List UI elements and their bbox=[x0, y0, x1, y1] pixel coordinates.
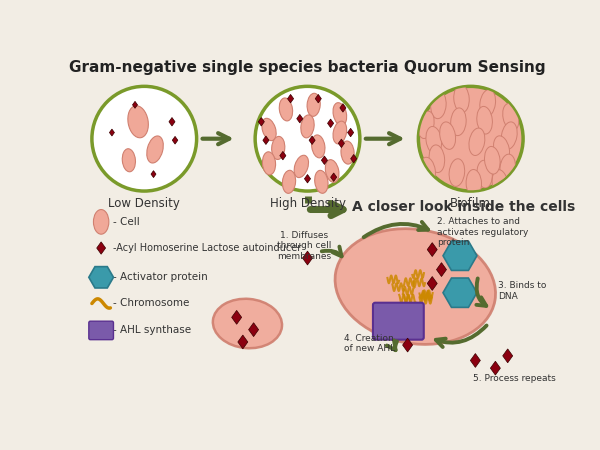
Ellipse shape bbox=[429, 145, 445, 172]
Ellipse shape bbox=[485, 146, 500, 174]
Ellipse shape bbox=[311, 135, 325, 158]
Polygon shape bbox=[309, 136, 315, 144]
Ellipse shape bbox=[147, 136, 163, 163]
Polygon shape bbox=[403, 338, 413, 352]
Text: 2. Attaches to and
activates regulatory
protein: 2. Attaches to and activates regulatory … bbox=[437, 217, 528, 247]
Text: A closer look inside the cells: A closer look inside the cells bbox=[352, 200, 575, 214]
Ellipse shape bbox=[426, 126, 442, 154]
Ellipse shape bbox=[307, 93, 320, 117]
Ellipse shape bbox=[454, 85, 469, 112]
Text: 4. Creation
of new AHL: 4. Creation of new AHL bbox=[344, 334, 395, 353]
Polygon shape bbox=[347, 128, 353, 137]
Polygon shape bbox=[248, 323, 259, 337]
Ellipse shape bbox=[466, 170, 482, 197]
Ellipse shape bbox=[294, 155, 308, 178]
Polygon shape bbox=[287, 94, 293, 103]
Polygon shape bbox=[97, 242, 106, 254]
Polygon shape bbox=[133, 101, 137, 108]
Text: 3. Binds to
DNA: 3. Binds to DNA bbox=[499, 281, 547, 301]
Ellipse shape bbox=[272, 136, 285, 159]
Ellipse shape bbox=[500, 154, 515, 182]
Polygon shape bbox=[302, 251, 313, 265]
Text: Low Density: Low Density bbox=[109, 197, 180, 210]
Ellipse shape bbox=[477, 106, 493, 134]
Polygon shape bbox=[89, 267, 113, 288]
Polygon shape bbox=[427, 243, 437, 256]
Ellipse shape bbox=[501, 122, 517, 149]
Ellipse shape bbox=[469, 128, 485, 156]
Ellipse shape bbox=[128, 106, 148, 138]
Text: Biofilm: Biofilm bbox=[450, 197, 491, 210]
Polygon shape bbox=[340, 104, 346, 112]
Polygon shape bbox=[503, 349, 512, 363]
Polygon shape bbox=[338, 139, 344, 148]
FancyBboxPatch shape bbox=[373, 303, 424, 340]
Text: - AHL synthase: - AHL synthase bbox=[113, 324, 191, 335]
Polygon shape bbox=[490, 361, 500, 375]
Polygon shape bbox=[304, 175, 311, 183]
Ellipse shape bbox=[420, 157, 436, 185]
Ellipse shape bbox=[213, 299, 282, 348]
Ellipse shape bbox=[451, 108, 466, 135]
Polygon shape bbox=[315, 94, 322, 103]
Text: High Density: High Density bbox=[269, 197, 346, 210]
Ellipse shape bbox=[333, 121, 347, 144]
Text: -Acyl Homoserine Lactose autoinducer: -Acyl Homoserine Lactose autoinducer bbox=[113, 243, 302, 253]
Polygon shape bbox=[470, 354, 481, 367]
Ellipse shape bbox=[335, 229, 496, 344]
Ellipse shape bbox=[283, 170, 296, 194]
Ellipse shape bbox=[262, 152, 275, 175]
Ellipse shape bbox=[477, 160, 493, 188]
Ellipse shape bbox=[262, 118, 276, 141]
Text: Gram-negative single species bacteria Quorum Sensing: Gram-negative single species bacteria Qu… bbox=[69, 60, 546, 75]
Polygon shape bbox=[443, 278, 477, 307]
Polygon shape bbox=[109, 129, 115, 136]
Ellipse shape bbox=[301, 115, 314, 138]
Ellipse shape bbox=[314, 171, 328, 194]
Ellipse shape bbox=[94, 210, 109, 234]
Polygon shape bbox=[297, 114, 303, 123]
Circle shape bbox=[255, 86, 360, 191]
Polygon shape bbox=[280, 151, 286, 160]
Polygon shape bbox=[322, 156, 328, 165]
Text: 1. Diffuses
through cell
membranes: 1. Diffuses through cell membranes bbox=[277, 231, 332, 261]
Ellipse shape bbox=[431, 91, 446, 119]
Ellipse shape bbox=[279, 98, 293, 121]
Polygon shape bbox=[436, 263, 446, 277]
Ellipse shape bbox=[480, 90, 496, 117]
Circle shape bbox=[92, 86, 197, 191]
Polygon shape bbox=[427, 277, 437, 290]
Polygon shape bbox=[232, 310, 242, 324]
Text: - Cell: - Cell bbox=[113, 217, 140, 227]
Polygon shape bbox=[258, 117, 265, 126]
Polygon shape bbox=[169, 117, 175, 126]
Text: - Chromosome: - Chromosome bbox=[113, 298, 190, 309]
Ellipse shape bbox=[325, 160, 339, 182]
Ellipse shape bbox=[503, 104, 519, 131]
Ellipse shape bbox=[449, 159, 464, 186]
Polygon shape bbox=[172, 136, 178, 144]
Ellipse shape bbox=[492, 170, 508, 197]
Text: - Activator protein: - Activator protein bbox=[113, 272, 208, 282]
FancyBboxPatch shape bbox=[89, 321, 113, 340]
Polygon shape bbox=[263, 136, 269, 144]
Polygon shape bbox=[328, 119, 334, 127]
Ellipse shape bbox=[418, 111, 434, 139]
Ellipse shape bbox=[122, 149, 136, 172]
Circle shape bbox=[418, 86, 523, 191]
Polygon shape bbox=[151, 171, 156, 178]
Text: 5. Process repeats: 5. Process repeats bbox=[473, 374, 556, 382]
Polygon shape bbox=[443, 241, 477, 270]
Ellipse shape bbox=[440, 122, 455, 149]
Polygon shape bbox=[238, 335, 248, 349]
Polygon shape bbox=[331, 173, 337, 181]
Ellipse shape bbox=[493, 136, 509, 163]
Ellipse shape bbox=[333, 103, 347, 126]
Polygon shape bbox=[350, 154, 357, 163]
Ellipse shape bbox=[341, 141, 354, 164]
